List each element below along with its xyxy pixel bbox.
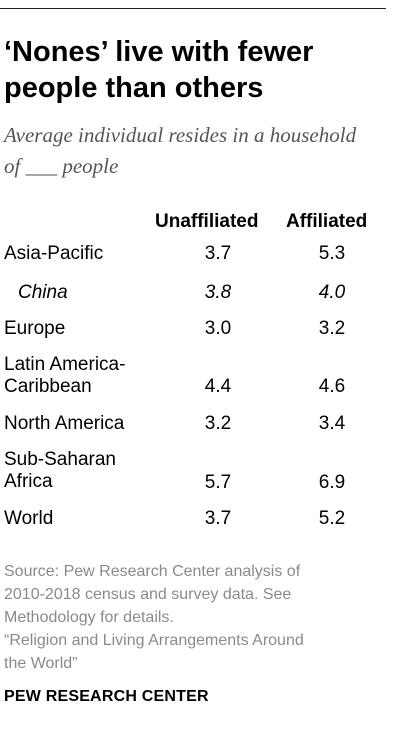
cell-north-america-unaffiliated: 3.2: [204, 413, 232, 434]
cell-world-affiliated: 5.2: [318, 508, 346, 529]
column-header-affiliated: Affiliated: [286, 211, 368, 232]
cell-sub-saharan-africa-unaffiliated: 5.7: [204, 472, 232, 493]
source-note: Source: Pew Research Center analysis of …: [4, 560, 384, 675]
row-label-latin-america-caribbean: Latin America-Caribbean: [4, 354, 126, 397]
row-label-north-america: North America: [4, 413, 125, 434]
cell-china-affiliated: 4.0: [318, 282, 346, 303]
chart-title: ‘Nones’ live with fewer people than othe…: [4, 36, 314, 104]
chart-subtitle: Average individual resides in a househol…: [4, 123, 357, 178]
row-label-europe: Europe: [4, 318, 66, 339]
cell-europe-unaffiliated: 3.0: [204, 318, 232, 339]
cell-europe-affiliated: 3.2: [318, 318, 346, 339]
row-label-sub-saharan-africa: Sub-Saharan Africa: [4, 449, 116, 492]
cell-world-unaffiliated: 3.7: [204, 508, 232, 529]
source-line-1: Source: Pew Research Center analysis of: [4, 563, 301, 580]
row-label-world: World: [4, 508, 54, 529]
brand-label: PEW RESEARCH CENTER: [4, 688, 209, 705]
cell-latin-america-caribbean-unaffiliated: 4.4: [204, 376, 232, 397]
column-header-unaffiliated: Unaffiliated: [155, 211, 259, 232]
cell-sub-saharan-africa-affiliated: 6.9: [318, 472, 346, 493]
source-line-3: Methodology for details.: [4, 609, 174, 626]
source-line-2: 2010-2018 census and survey data. See: [4, 586, 292, 603]
cell-asia-pacific-unaffiliated: 3.7: [204, 243, 232, 264]
source-line-5: the World”: [4, 655, 78, 672]
row-label-asia-pacific: Asia-Pacific: [4, 243, 104, 264]
cell-china-unaffiliated: 3.8: [204, 282, 232, 303]
row-label-china: China: [18, 282, 68, 303]
top-rule: [0, 8, 386, 9]
cell-latin-america-caribbean-affiliated: 4.6: [318, 376, 346, 397]
source-line-4: “Religion and Living Arrangements Around: [4, 632, 304, 649]
cell-asia-pacific-affiliated: 5.3: [318, 243, 346, 264]
cell-north-america-affiliated: 3.4: [318, 413, 346, 434]
